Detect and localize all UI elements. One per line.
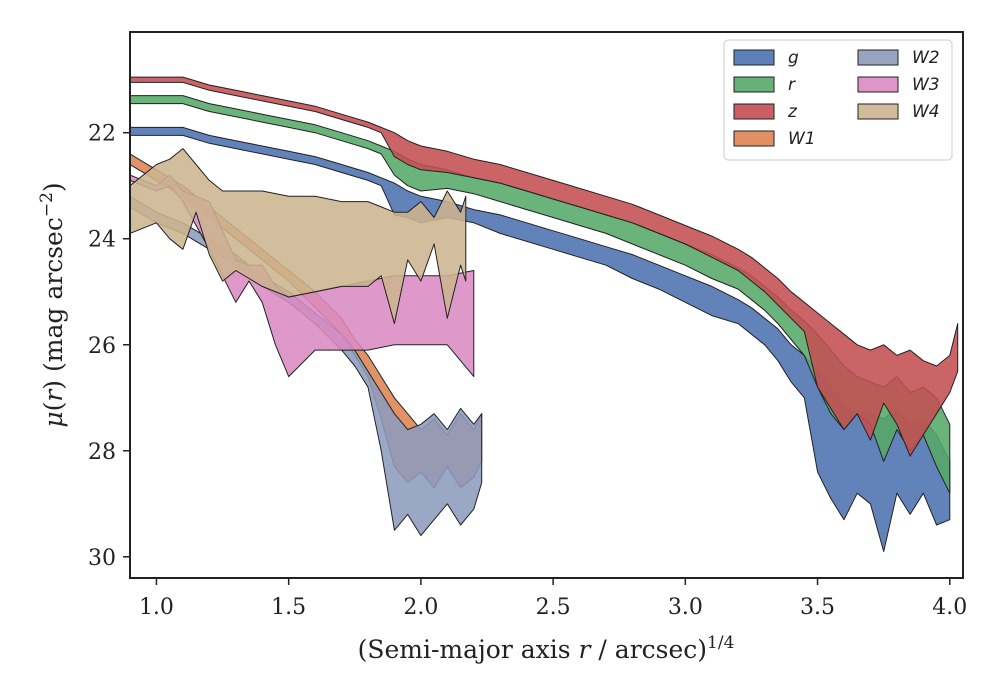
legend-label-W3: W3	[912, 75, 940, 95]
x-tick-label: 4.0	[932, 595, 967, 620]
plot-frame	[129, 31, 964, 579]
legend-swatch-g	[733, 49, 775, 66]
band-z	[130, 76, 959, 457]
legend-frame	[723, 39, 953, 161]
legend-swatch-W2	[857, 49, 899, 66]
x-tick-label: 3.5	[800, 595, 835, 620]
x-tick-label: 3.0	[668, 595, 703, 620]
y-tick-label: 26	[88, 334, 116, 359]
legend-swatch-W1	[733, 130, 775, 147]
x-axis-label: (Semi-major axis r / arcsec)1/4	[358, 633, 735, 664]
legend-label-g: g	[788, 48, 799, 68]
legend-swatch-W3	[857, 76, 899, 93]
x-tick-label: 1.5	[271, 595, 306, 620]
x-tick-label: 2.5	[536, 595, 571, 620]
y-tick-label: 22	[88, 122, 116, 147]
legend: grz W1 W2 W3 W4	[723, 39, 953, 161]
legend-label-W4: W4	[912, 102, 940, 122]
x-tick-label: 1.0	[139, 595, 174, 620]
x-tick-label: 2.0	[403, 595, 438, 620]
y-tick-label: 24	[88, 228, 116, 253]
legend-label-W1: W1	[788, 129, 816, 149]
y-axis: 22 24 26 28 30	[88, 122, 130, 571]
legend-label-r: r	[788, 75, 796, 95]
y-tick-label: 28	[88, 440, 116, 465]
data-bands	[130, 76, 959, 552]
y-axis-label: μ(r) (mag arcsec−2)	[37, 182, 68, 427]
legend-label-W2: W2	[912, 48, 940, 68]
x-axis: 1.0 1.5 2.0 2.5 3.0 3.5 4.0	[139, 578, 967, 620]
legend-swatch-W4	[857, 103, 899, 120]
band-W4	[130, 148, 467, 325]
legend-label-z: z	[787, 102, 798, 122]
legend-swatch-r	[733, 76, 775, 93]
legend-swatch-z	[733, 103, 775, 120]
y-tick-label: 30	[88, 546, 116, 571]
